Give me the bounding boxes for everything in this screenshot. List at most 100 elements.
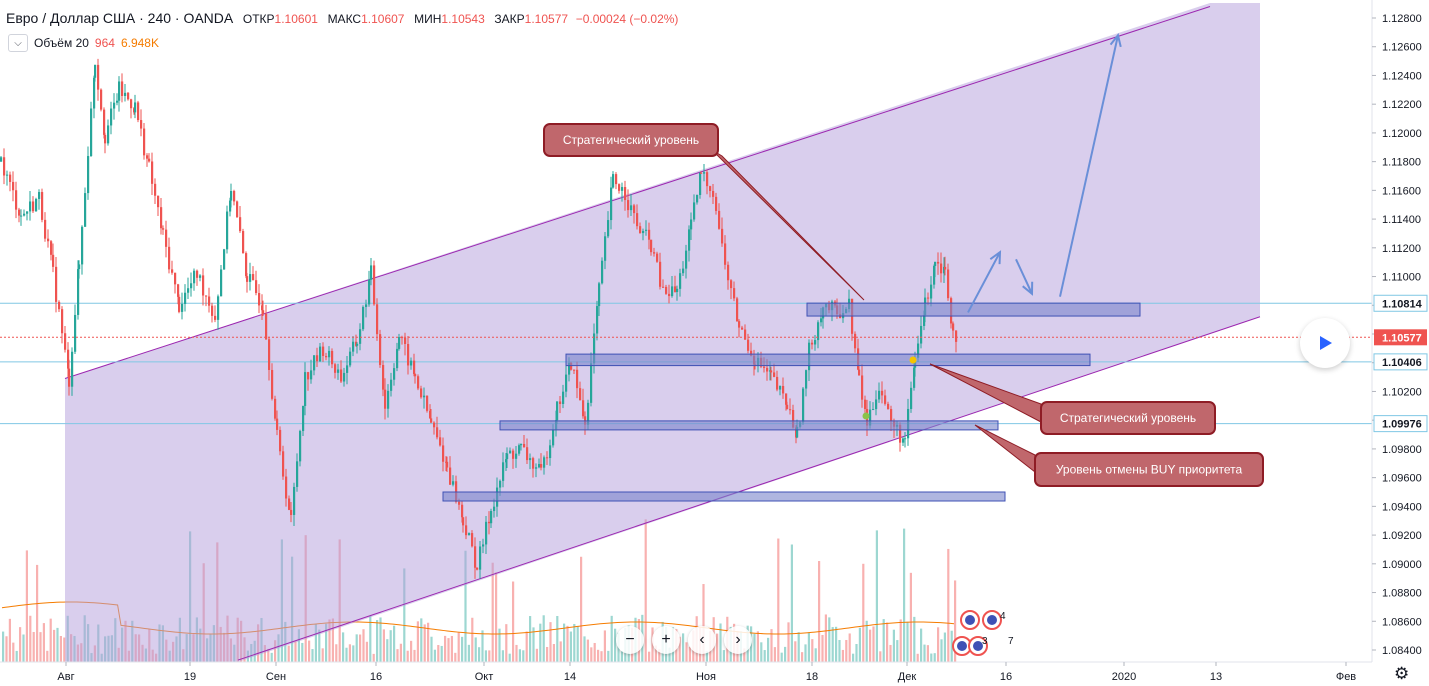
candle bbox=[462, 517, 465, 526]
callout-box bbox=[1034, 452, 1264, 487]
candle bbox=[429, 410, 432, 419]
event-markers[interactable]: 4 3 7 bbox=[952, 610, 1014, 656]
volume-bar bbox=[12, 642, 15, 662]
play-button[interactable] bbox=[1300, 318, 1350, 368]
volume-bar bbox=[22, 634, 25, 662]
y-tick-label: 1.09800 bbox=[1382, 444, 1422, 456]
callouts: Стратегический уровень Стратегический уро… bbox=[543, 123, 1264, 487]
candle bbox=[668, 293, 671, 297]
yellow-dot bbox=[909, 356, 917, 364]
open-value: 1.10601 bbox=[274, 12, 318, 26]
candle bbox=[520, 443, 523, 446]
volume-bar bbox=[481, 630, 484, 662]
high-label: МАКС bbox=[327, 12, 362, 26]
candle bbox=[763, 366, 766, 368]
candle bbox=[604, 236, 607, 261]
volume-bar bbox=[950, 630, 953, 662]
candle bbox=[365, 304, 368, 307]
candle bbox=[523, 443, 526, 448]
event-flag-icon bbox=[965, 615, 975, 625]
candle bbox=[671, 286, 674, 297]
volume-bar bbox=[552, 644, 555, 662]
candle bbox=[479, 546, 482, 570]
candle bbox=[733, 288, 736, 299]
candle bbox=[52, 254, 55, 267]
volume-bar bbox=[450, 635, 453, 662]
volume-bar bbox=[892, 629, 895, 662]
candle bbox=[55, 266, 58, 302]
minus-icon[interactable]: − bbox=[616, 626, 644, 654]
volume-bar bbox=[53, 629, 56, 662]
candle bbox=[607, 220, 610, 237]
candle bbox=[587, 402, 590, 425]
volume-bar bbox=[393, 625, 396, 662]
candle bbox=[549, 445, 552, 459]
candle bbox=[515, 453, 518, 459]
x-tick-label: 2020 bbox=[1112, 671, 1136, 683]
candle bbox=[452, 481, 455, 485]
volume-bar bbox=[474, 637, 477, 662]
volume-bar bbox=[559, 641, 562, 662]
volume-bar bbox=[546, 646, 549, 662]
volume-bar bbox=[382, 629, 385, 662]
volume-bar bbox=[355, 634, 358, 662]
candle bbox=[382, 364, 385, 390]
candle bbox=[878, 390, 881, 400]
candle bbox=[792, 409, 795, 428]
high-value: 1.10607 bbox=[361, 12, 405, 26]
volume-bar bbox=[848, 633, 851, 662]
volume-bar bbox=[325, 623, 328, 662]
candle bbox=[376, 304, 379, 335]
candle bbox=[624, 187, 627, 201]
candle bbox=[103, 109, 106, 135]
candle bbox=[229, 200, 232, 212]
candle bbox=[565, 374, 568, 392]
chevron-left-icon[interactable]: ‹ bbox=[688, 626, 716, 654]
price-axis[interactable]: 1.12800 1.12600 1.12400 1.12200 1.12000 1.118… bbox=[1371, 0, 1429, 686]
candle bbox=[190, 283, 193, 289]
volume-bar bbox=[923, 644, 926, 662]
volume-bar bbox=[420, 618, 423, 662]
forecast-arrow bbox=[967, 251, 1001, 313]
x-tick-label: Сен bbox=[266, 671, 286, 683]
candle bbox=[645, 229, 648, 231]
chevron-down-icon[interactable]: ⌵ bbox=[8, 34, 28, 52]
x-tick-label: Ноя bbox=[696, 671, 716, 683]
candle bbox=[137, 102, 140, 121]
x-tick-label: 14 bbox=[564, 671, 576, 683]
volume-bar bbox=[8, 618, 11, 662]
x-tick-label: 16 bbox=[1000, 671, 1012, 683]
time-axis[interactable]: Авг 19 Сен 16 Окт 14 Ноя 18 Дек 16 2020 13 Фев bbox=[0, 661, 1429, 686]
volume-bar bbox=[297, 629, 300, 662]
plus-icon[interactable]: + bbox=[652, 626, 680, 654]
volume-bar bbox=[427, 622, 430, 662]
candle bbox=[35, 198, 38, 212]
candle bbox=[252, 274, 255, 281]
candle bbox=[770, 370, 773, 373]
candle bbox=[420, 388, 423, 398]
candle bbox=[97, 64, 100, 90]
gear-icon[interactable]: ⚙ bbox=[1394, 664, 1410, 683]
volume-bar bbox=[410, 640, 413, 662]
candle bbox=[32, 201, 35, 212]
candle bbox=[90, 108, 93, 157]
volume-bar bbox=[573, 623, 576, 662]
candle bbox=[404, 337, 407, 344]
chevron-right-icon[interactable]: › bbox=[724, 626, 752, 654]
volume-bar bbox=[603, 630, 606, 662]
volume-ma-value: 6.948K bbox=[120, 36, 159, 50]
event-flag-icon bbox=[957, 641, 967, 651]
candle bbox=[446, 461, 449, 468]
volume-bar bbox=[2, 631, 5, 662]
candle bbox=[154, 183, 157, 196]
candle bbox=[596, 306, 599, 334]
volume-bar bbox=[869, 629, 872, 662]
candle bbox=[899, 424, 902, 443]
volume-bar bbox=[811, 639, 814, 662]
candle bbox=[157, 195, 160, 208]
volume-bar bbox=[386, 639, 389, 662]
y-tick-label: 1.12200 bbox=[1382, 99, 1422, 111]
candle bbox=[249, 274, 252, 282]
volume-bar bbox=[287, 645, 290, 662]
